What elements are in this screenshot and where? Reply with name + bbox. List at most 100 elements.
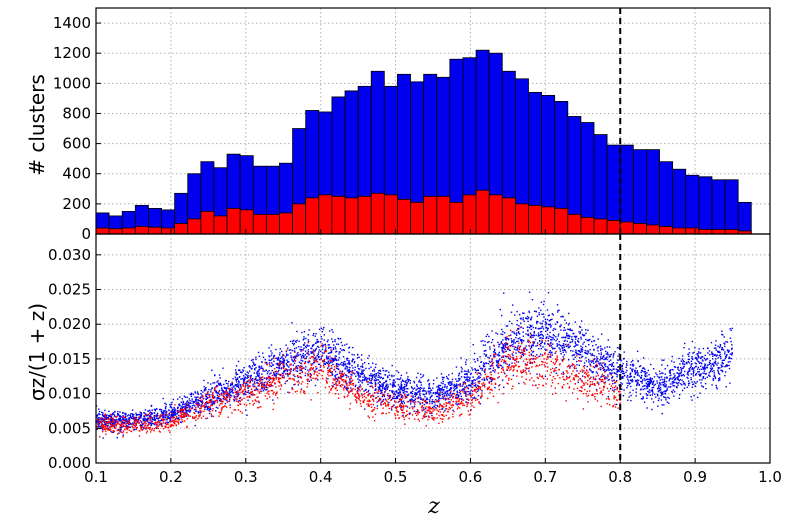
scatter-point-total — [579, 332, 581, 335]
scatter-point-total — [412, 388, 414, 390]
scatter-point-total — [352, 367, 354, 369]
scatter-point-total — [664, 385, 667, 387]
scatter-point-total — [418, 390, 420, 392]
scatter-point-total — [201, 401, 203, 404]
scatter-point-total — [697, 353, 699, 355]
scatter-point-total — [503, 361, 505, 364]
scatter-point-total — [279, 361, 281, 363]
scatter-point-total — [731, 354, 733, 356]
scatter-point-total — [578, 350, 580, 352]
scatter-point-total — [474, 371, 477, 374]
scatter-point-total — [345, 365, 347, 368]
scatter-point-total — [318, 328, 321, 331]
scatter-point-total — [403, 392, 405, 394]
scatter-point-total — [149, 421, 151, 424]
scatter-point-total — [344, 367, 346, 369]
scatter-point-total — [315, 333, 317, 335]
scatter-point-total — [262, 370, 264, 372]
scatter-point-total — [596, 347, 599, 349]
scatter-point-total — [570, 329, 572, 332]
scatter-point-total — [270, 344, 273, 346]
scatter-point-total — [677, 378, 679, 380]
scatter-point-total — [549, 356, 552, 358]
scatter-point-subset — [438, 406, 440, 408]
scatter-point-total — [323, 339, 325, 341]
scatter-point-total — [188, 405, 191, 407]
scatter-point-total — [556, 343, 558, 345]
scatter-point-total — [651, 389, 654, 391]
scatter-point-subset — [258, 391, 261, 393]
scatter-point-total — [494, 349, 496, 352]
scatter-point-total — [216, 384, 218, 387]
scatter-point-total — [330, 351, 333, 354]
scatter-point-total — [663, 384, 665, 387]
scatter-point-total — [380, 401, 383, 403]
scatter-point-total — [599, 356, 602, 358]
scatter-point-total — [377, 382, 380, 384]
histogram-bar-subset — [226, 207, 241, 235]
scatter-point-total — [194, 396, 196, 398]
scatter-point-total — [629, 391, 631, 394]
scatter-point-total — [140, 413, 143, 415]
scatter-point-total — [543, 316, 545, 318]
scatter-point-total — [636, 381, 639, 383]
scatter-point-total — [282, 372, 284, 375]
scatter-point-total — [204, 408, 206, 410]
scatter-point-total — [688, 348, 690, 350]
scatter-point-total — [167, 421, 170, 424]
scatter-point-total — [438, 387, 440, 389]
scatter-point-total — [140, 424, 142, 426]
scatter-point-total — [326, 367, 329, 369]
scatter-point-total — [546, 327, 549, 330]
scatter-point-total — [205, 398, 207, 401]
scatter-point-total — [565, 375, 568, 378]
scatter-point-subset — [236, 392, 238, 395]
scatter-point-total — [460, 395, 463, 398]
scatter-point-total — [332, 359, 335, 361]
scatter-point-total — [377, 392, 379, 395]
scatter-point-total — [456, 394, 459, 396]
scatter-point-total — [104, 423, 106, 426]
scatter-point-total — [308, 345, 310, 347]
scatter-point-total — [224, 402, 227, 405]
scatter-point-total — [513, 331, 515, 333]
scatter-point-total — [145, 415, 148, 417]
scatter-point-subset — [516, 361, 518, 363]
scatter-point-total — [600, 349, 602, 352]
scatter-point-total — [195, 398, 197, 400]
scatter-point-total — [621, 376, 623, 378]
scatter-point-total — [610, 353, 613, 356]
scatter-point-total — [394, 381, 396, 383]
scatter-point-subset — [354, 388, 356, 391]
scatter-point-total — [444, 392, 447, 394]
scatter-point-total — [247, 399, 249, 401]
scatter-point-total — [577, 340, 579, 343]
scatter-point-total — [184, 403, 186, 406]
scatter-point-total — [165, 403, 167, 406]
scatter-point-total — [428, 387, 430, 389]
scatter-point-total — [237, 395, 239, 397]
scatter-point-total — [105, 418, 108, 420]
scatter-point-total — [423, 387, 425, 389]
scatter-point-total — [367, 391, 369, 393]
scatter-point-total — [318, 346, 320, 348]
scatter-point-subset — [104, 418, 107, 420]
scatter-point-subset — [315, 359, 317, 361]
scatter-point-total — [645, 385, 648, 388]
scatter-point-total — [139, 417, 142, 419]
scatter-point-total — [213, 403, 215, 405]
scatter-point-total — [247, 386, 249, 388]
scatter-point-total — [501, 350, 504, 352]
scatter-point-total — [285, 344, 287, 346]
scatter-point-subset — [498, 376, 500, 378]
scatter-point-total — [595, 388, 598, 391]
scatter-point-total — [407, 376, 409, 378]
scatter-point-total — [336, 380, 338, 383]
scatter-point-total — [264, 385, 266, 387]
scatter-point-total — [702, 360, 704, 362]
scatter-point-total — [450, 382, 452, 384]
scatter-point-total — [571, 336, 573, 338]
scatter-point-total — [285, 368, 288, 371]
scatter-point-total — [416, 393, 418, 396]
scatter-point-total — [697, 360, 699, 363]
